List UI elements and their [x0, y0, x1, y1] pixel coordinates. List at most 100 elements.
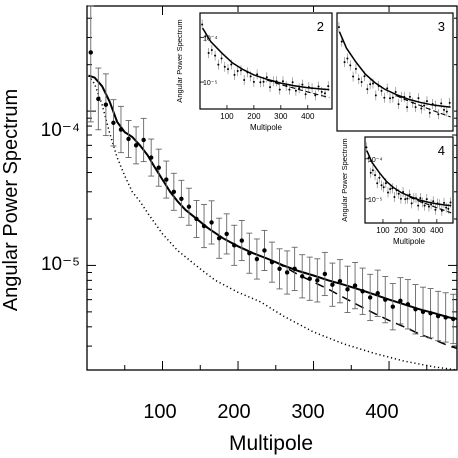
inset-marker: [236, 69, 239, 72]
inset-frame: [199, 12, 333, 110]
data-marker: [133, 143, 139, 148]
data-point: [404, 279, 411, 330]
inset-panel-3: 3: [336, 12, 454, 132]
inset-marker: [323, 92, 326, 95]
inset-x-tick-label: 200: [394, 226, 408, 235]
data-point: [170, 172, 177, 211]
inset-marker: [230, 63, 233, 66]
data-point: [185, 187, 192, 226]
inset-marker: [397, 192, 400, 195]
inset-marker: [265, 76, 268, 79]
data-point: [223, 213, 230, 255]
data-marker: [269, 259, 275, 265]
inset-marker: [314, 94, 317, 97]
inset-x-axis-label: Multipole: [250, 123, 283, 132]
data-marker: [443, 315, 448, 320]
data-marker: [141, 137, 146, 143]
inset-marker: [374, 94, 377, 97]
inset-marker: [447, 207, 450, 210]
inset-marker: [391, 96, 394, 99]
inset-marker: [354, 67, 357, 70]
inset-marker: [408, 193, 411, 196]
data-point: [246, 232, 253, 274]
inset-x-tick-label: 100: [220, 112, 234, 121]
inset-marker: [428, 111, 431, 114]
data-point: [178, 179, 185, 218]
inset-marker: [389, 97, 392, 100]
data-point: [306, 256, 313, 301]
data-point: [420, 286, 427, 338]
inset-marker: [243, 78, 246, 81]
data-point: [276, 248, 283, 290]
inset-marker: [414, 106, 417, 109]
data-marker: [262, 248, 267, 253]
data-marker: [194, 216, 199, 222]
inset-marker: [380, 89, 383, 92]
data-marker: [322, 271, 328, 277]
data-marker: [186, 204, 192, 209]
data-marker: [254, 256, 260, 262]
inset-marker: [397, 103, 400, 106]
data-marker: [148, 155, 154, 160]
inset-marker: [249, 75, 252, 78]
data-point: [427, 288, 434, 339]
data-marker: [164, 177, 169, 182]
inset-marker: [259, 81, 262, 84]
inset-panel-4: 4 100 200 300 400 Multipole 10⁻⁴ 10⁻⁵ Angular Po…: [336, 136, 454, 246]
data-marker: [405, 302, 411, 307]
data-point: [291, 246, 298, 291]
inset-line-dashed: [395, 95, 451, 118]
inset-marker: [204, 35, 207, 38]
data-marker: [375, 291, 380, 296]
inset-marker: [233, 73, 236, 76]
inset-marker: [371, 169, 374, 172]
data-marker: [420, 309, 426, 315]
data-point: [352, 262, 359, 310]
inset-marker: [301, 83, 304, 86]
inset-marker: [256, 73, 259, 76]
inset-marker: [382, 186, 385, 189]
inset-panel-label: 2: [317, 19, 324, 34]
main-series-lines: [87, 74, 458, 371]
inset-marker: [252, 80, 255, 83]
data-point: [208, 200, 215, 245]
inset-marker: [437, 113, 440, 116]
inset-marker: [430, 203, 433, 206]
inset-panel-2: 2 100 200 300 400 Multipole 10⁻⁴ 10⁻⁵ Angular Po…: [171, 12, 333, 132]
data-marker: [292, 266, 297, 272]
inset-marker: [320, 90, 323, 93]
series-line-dashed: [275, 261, 458, 350]
inset-background: [336, 12, 454, 132]
inset-x-tick-label: 100: [376, 226, 390, 235]
inset-panel-label: 3: [438, 19, 445, 34]
inset-marker: [408, 95, 411, 98]
data-marker: [413, 307, 418, 312]
inset-marker: [288, 88, 291, 91]
inset-marker: [440, 102, 443, 105]
data-point: [261, 229, 268, 271]
data-point: [442, 292, 449, 343]
inset-marker: [217, 63, 220, 66]
inset-panel-label: 4: [438, 143, 445, 158]
inset-marker: [383, 96, 386, 99]
data-marker: [383, 297, 388, 302]
inset-marker: [448, 101, 451, 104]
data-marker: [390, 304, 396, 309]
data-marker: [398, 298, 403, 303]
data-point: [450, 293, 457, 345]
main-tick-marks: [87, 6, 457, 370]
data-point: [163, 160, 170, 199]
main-data-points: [87, 5, 457, 345]
inset-marker: [425, 100, 428, 103]
inset-marker: [419, 197, 422, 200]
data-point: [238, 220, 245, 262]
inset-marker: [227, 68, 230, 71]
inset-marker: [380, 184, 383, 187]
inset-marker: [443, 108, 446, 111]
inset-marker: [445, 206, 448, 209]
data-point: [389, 283, 396, 331]
inset-marker: [214, 54, 217, 57]
inset-marker: [363, 75, 366, 78]
data-marker: [201, 223, 207, 229]
